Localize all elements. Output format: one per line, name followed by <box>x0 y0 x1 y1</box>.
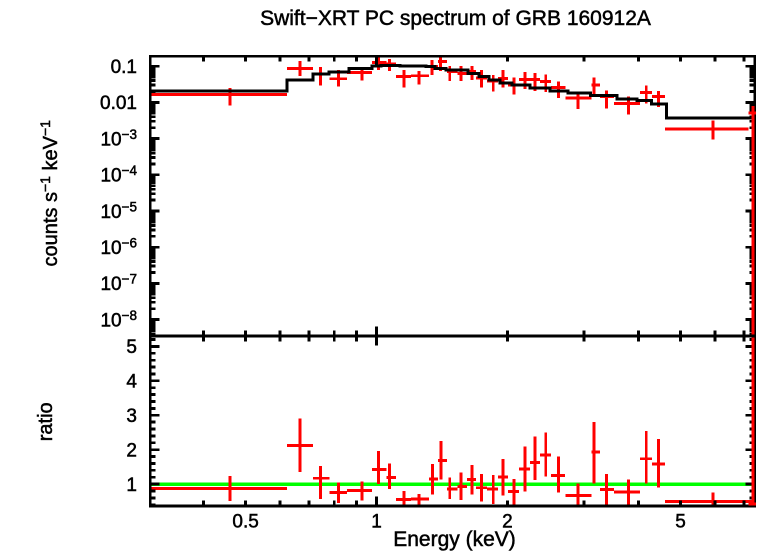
svg-text:2: 2 <box>502 512 513 533</box>
svg-text:0.01: 0.01 <box>100 93 137 114</box>
svg-text:1: 1 <box>126 475 137 496</box>
svg-text:5: 5 <box>675 512 686 533</box>
svg-text:counts s−1 keV−1: counts s−1 keV−1 <box>37 120 62 267</box>
svg-text:10−5: 10−5 <box>100 199 137 223</box>
svg-text:Swift−XRT PC spectrum of GRB 1: Swift−XRT PC spectrum of GRB 160912A <box>260 7 651 30</box>
svg-text:Energy (keV): Energy (keV) <box>393 528 516 551</box>
svg-text:4: 4 <box>126 372 137 393</box>
svg-text:ratio: ratio <box>35 402 57 441</box>
svg-text:2: 2 <box>126 441 137 462</box>
svg-text:10−8: 10−8 <box>100 308 137 332</box>
svg-text:1: 1 <box>371 512 382 533</box>
svg-text:0.1: 0.1 <box>111 57 137 78</box>
svg-text:5: 5 <box>126 337 137 358</box>
svg-text:0.5: 0.5 <box>232 512 258 533</box>
svg-text:3: 3 <box>126 406 137 427</box>
